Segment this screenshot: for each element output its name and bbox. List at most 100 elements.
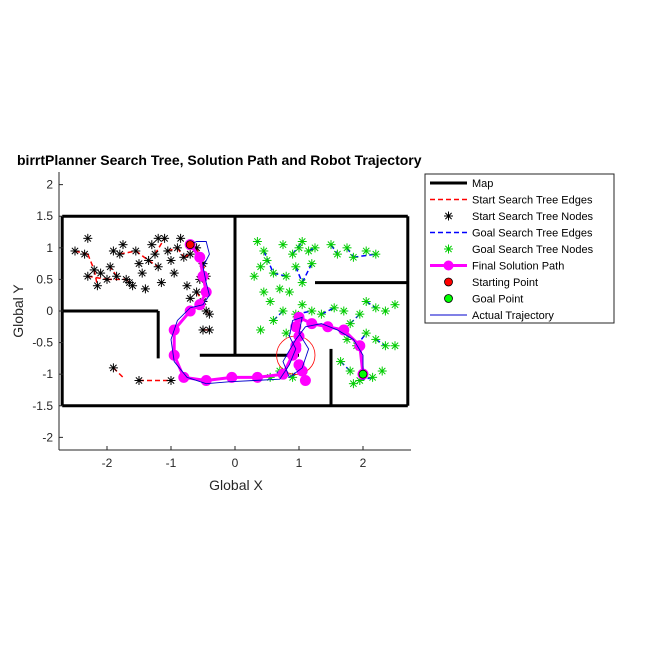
goal-node-9 (297, 237, 307, 246)
goal-node-49 (368, 372, 378, 382)
goal-node-8 (294, 243, 304, 253)
goal-node-29-stroke (298, 301, 306, 309)
goal-node-36-stroke (362, 298, 370, 306)
start-node-1 (83, 233, 93, 243)
goal-node-46 (336, 357, 346, 367)
goal-node-51-stroke (349, 380, 357, 388)
solution-waypoint-10 (226, 371, 238, 383)
start-node-39 (204, 309, 214, 319)
start-edge-7 (119, 250, 136, 255)
x-tick-label-3: 1 (296, 456, 303, 470)
goal-node-6-stroke (276, 285, 284, 293)
goal-edge-1 (273, 272, 287, 277)
start-edge-10 (154, 237, 166, 255)
legend-start-node-swatch (444, 211, 453, 221)
start-edge-3 (87, 275, 108, 281)
goal-node-43 (371, 334, 381, 344)
start-node-41-stroke (205, 326, 213, 334)
goal-node-25 (268, 315, 278, 325)
start-node-43 (124, 278, 134, 288)
start-node-14-stroke (132, 247, 140, 255)
start-node-13-stroke (129, 282, 137, 290)
start-node-17 (140, 284, 150, 294)
start-node-25 (169, 268, 179, 278)
goal-node-30 (307, 306, 317, 316)
start-node-26-stroke (173, 244, 181, 252)
start-node-5 (96, 268, 106, 278)
legend-goal-node-swatch-stroke (444, 245, 453, 253)
start-node-41 (204, 325, 214, 335)
start-node-5-stroke (97, 269, 105, 277)
start-node-30-stroke (186, 250, 194, 258)
start-node-1-stroke (84, 234, 92, 242)
y-tick-label-4: 0 (46, 304, 53, 318)
goal-node-42 (361, 328, 371, 338)
goal-node-6 (275, 284, 285, 294)
y-tick-label-1: 1.5 (36, 209, 53, 223)
start-node-6-stroke (103, 275, 111, 283)
goal-node-22 (259, 287, 269, 297)
goal-node-23-stroke (266, 298, 274, 306)
goal-node-5-stroke (282, 272, 290, 280)
legend-start-edge-label: Start Search Tree Edges (472, 195, 593, 207)
goal-node-34-stroke (346, 320, 354, 328)
legend-map-label: Map (472, 178, 493, 190)
goal-node-31-stroke (317, 310, 325, 318)
goal-node-38 (380, 306, 390, 316)
start-node-2 (80, 249, 90, 259)
goal-node-5 (281, 271, 291, 281)
goal-node-26 (278, 306, 288, 316)
legend-trajectory-label: Actual Trajectory (472, 310, 554, 322)
start-node-45 (153, 233, 163, 243)
start-edge-11 (167, 247, 178, 252)
goal-node-39 (390, 300, 400, 310)
goal-node-24-stroke (257, 326, 265, 334)
goal-node-11-stroke (311, 244, 319, 252)
start-node-8 (105, 262, 115, 272)
start-node-49-stroke (186, 294, 194, 302)
legend-goal-node-swatch (444, 244, 453, 254)
goal-node-44-stroke (381, 342, 389, 350)
goal-node-32 (329, 303, 339, 313)
goal-node-8-stroke (295, 244, 303, 252)
goal-edge-7 (295, 266, 303, 283)
start-node-44 (156, 278, 166, 288)
legend-path-label: Final Solution Path (472, 261, 564, 273)
start-node-11-stroke (116, 250, 124, 258)
start-node-9 (112, 271, 122, 281)
start-node-19-stroke (148, 241, 156, 249)
goal-node-0 (252, 237, 262, 246)
start-node-48-stroke (167, 376, 175, 385)
goal-node-11 (310, 243, 320, 253)
goal-node-47-stroke (346, 367, 354, 375)
start-node-42 (118, 240, 128, 250)
goal-node-27 (281, 328, 291, 338)
goal-node-21 (371, 249, 381, 259)
start-node-15 (134, 259, 144, 269)
start-edge-1 (87, 253, 95, 271)
legend-path-swatch-dot (443, 260, 454, 271)
goal-node-37-stroke (372, 304, 380, 312)
legend-start-node-swatch-stroke (444, 212, 453, 220)
goal-node-14 (284, 287, 294, 297)
start-node-6 (102, 274, 112, 284)
start-node-23 (163, 246, 173, 256)
goal-node-2-stroke (263, 256, 271, 264)
start-node-8-stroke (106, 263, 114, 271)
start-node-20 (150, 249, 160, 259)
goal-node-10 (304, 246, 314, 256)
goal-edge-16 (359, 376, 373, 382)
goal-node-50 (377, 366, 387, 376)
start-node-27-stroke (177, 234, 185, 242)
goal-node-22-stroke (260, 288, 268, 296)
goal-node-7-stroke (289, 250, 297, 258)
goal-node-35-stroke (356, 310, 364, 318)
start-node-18 (144, 255, 154, 265)
goal-node-44 (380, 341, 390, 351)
start-node-21 (153, 262, 163, 272)
goal-node-47 (345, 366, 355, 376)
start-node-19 (147, 240, 157, 250)
goal-node-16 (326, 240, 336, 250)
solution-waypoint-26 (299, 375, 311, 386)
goal-node-34 (345, 319, 355, 329)
